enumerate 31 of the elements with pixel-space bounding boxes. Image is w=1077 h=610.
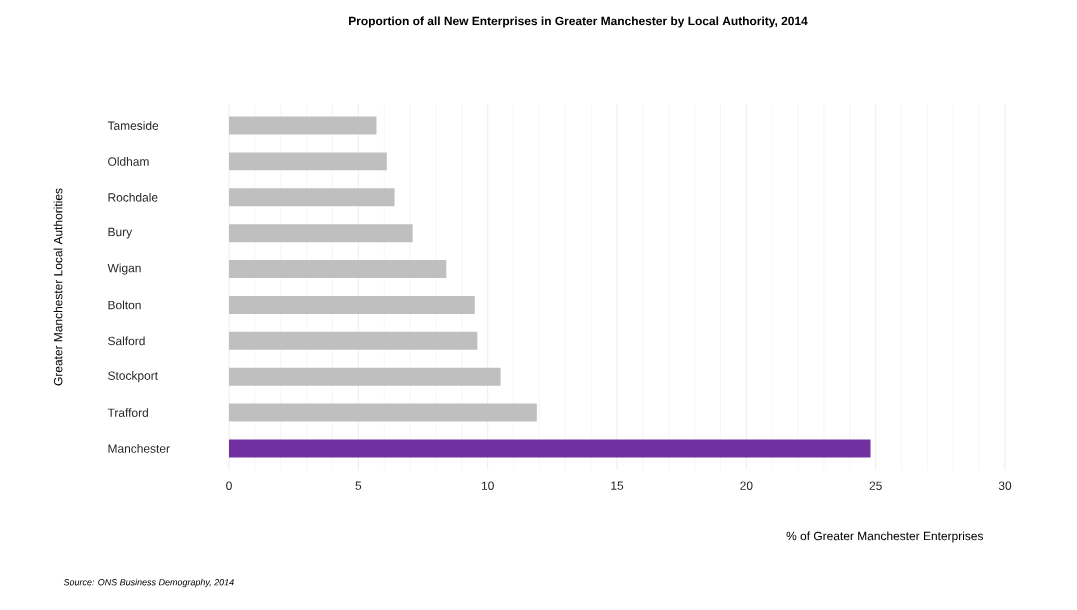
x-tick-label: 20 xyxy=(740,481,753,490)
y-tick-label: Wigan xyxy=(107,263,141,275)
x-tick-label: 5 xyxy=(355,481,362,490)
x-tick-label: 15 xyxy=(611,481,624,490)
bar xyxy=(229,152,387,171)
x-tick-label: 30 xyxy=(998,481,1012,490)
bar xyxy=(229,439,871,458)
bar xyxy=(229,224,413,243)
y-tick-label: Bury xyxy=(108,227,133,239)
bar xyxy=(229,403,537,422)
bar xyxy=(229,367,501,386)
bar xyxy=(229,331,478,350)
x-tick-label: 0 xyxy=(226,481,232,490)
x-tick-label: 25 xyxy=(869,481,882,490)
bar xyxy=(229,260,447,279)
y-tick-label: Bolton xyxy=(108,300,141,310)
y-tick-label: Tameside xyxy=(107,121,159,130)
bar xyxy=(229,188,395,207)
x-axis-title: % of Greater Manchester Enterprises xyxy=(786,531,984,543)
y-tick-label: Salford xyxy=(108,336,145,346)
y-tick-label: Stockport xyxy=(108,371,158,383)
y-tick-label: Rochdale xyxy=(108,192,158,202)
y-tick-label: Manchester xyxy=(108,444,170,453)
chart-title: Proportion of all New Enterprises in Greater Manchester by Local Authority, 2014 xyxy=(349,16,808,28)
y-axis-title: Greater Manchester Local Authorities xyxy=(53,188,63,386)
bar xyxy=(229,116,377,135)
source-note: Source: ONS Business Demography, 2014 xyxy=(63,578,234,588)
x-tick-label: 10 xyxy=(481,481,494,490)
bar xyxy=(229,295,475,314)
y-tick-label: Oldham xyxy=(108,157,149,166)
y-tick-label: Trafford xyxy=(107,408,148,417)
